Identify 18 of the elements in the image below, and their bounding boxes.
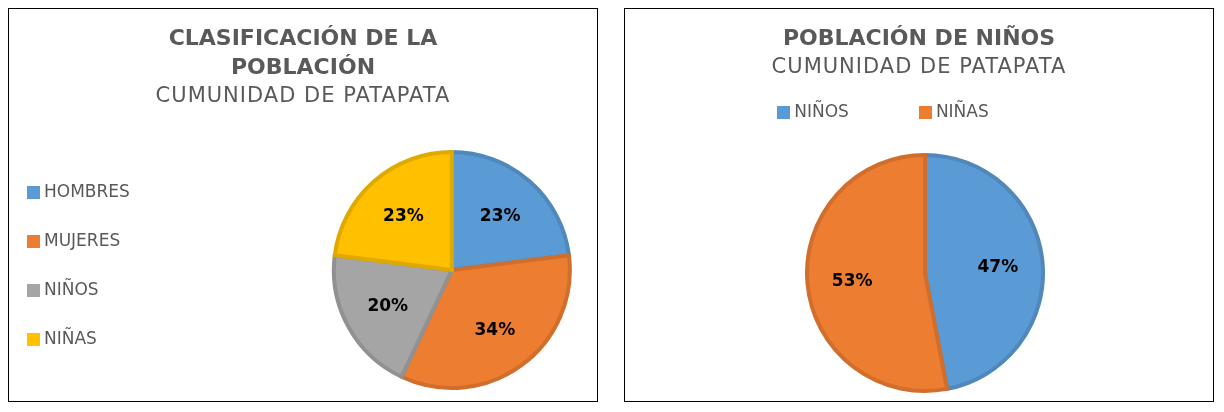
legend-label: MUJERES xyxy=(44,230,121,250)
chart-title: POBLACIÓN DE NIÑOS xyxy=(781,24,1057,52)
data-label: 34% xyxy=(474,319,516,340)
chart-title: CLASIFICACIÓN DE LA POBLACIÓN xyxy=(167,24,439,81)
legend-label: NIÑAS xyxy=(44,328,97,348)
data-label: 23% xyxy=(383,205,424,226)
legend-label: NIÑOS xyxy=(44,279,99,299)
data-label: 47% xyxy=(977,256,1019,277)
data-label: 20% xyxy=(367,295,409,316)
data-label: 23% xyxy=(479,205,521,226)
pie-slice xyxy=(332,150,454,272)
legend-label: NIÑAS xyxy=(935,101,989,121)
legend-label: HOMBRES xyxy=(44,181,130,201)
chart-subtitle: CUMUNIDAD DE PATAPATA xyxy=(770,53,1068,80)
pie-slice xyxy=(805,153,950,393)
legend-label: NIÑOS xyxy=(794,101,849,121)
data-label: 53% xyxy=(831,269,873,290)
chart-subtitle: CUMUNIDAD DE PATAPATA xyxy=(154,82,452,109)
